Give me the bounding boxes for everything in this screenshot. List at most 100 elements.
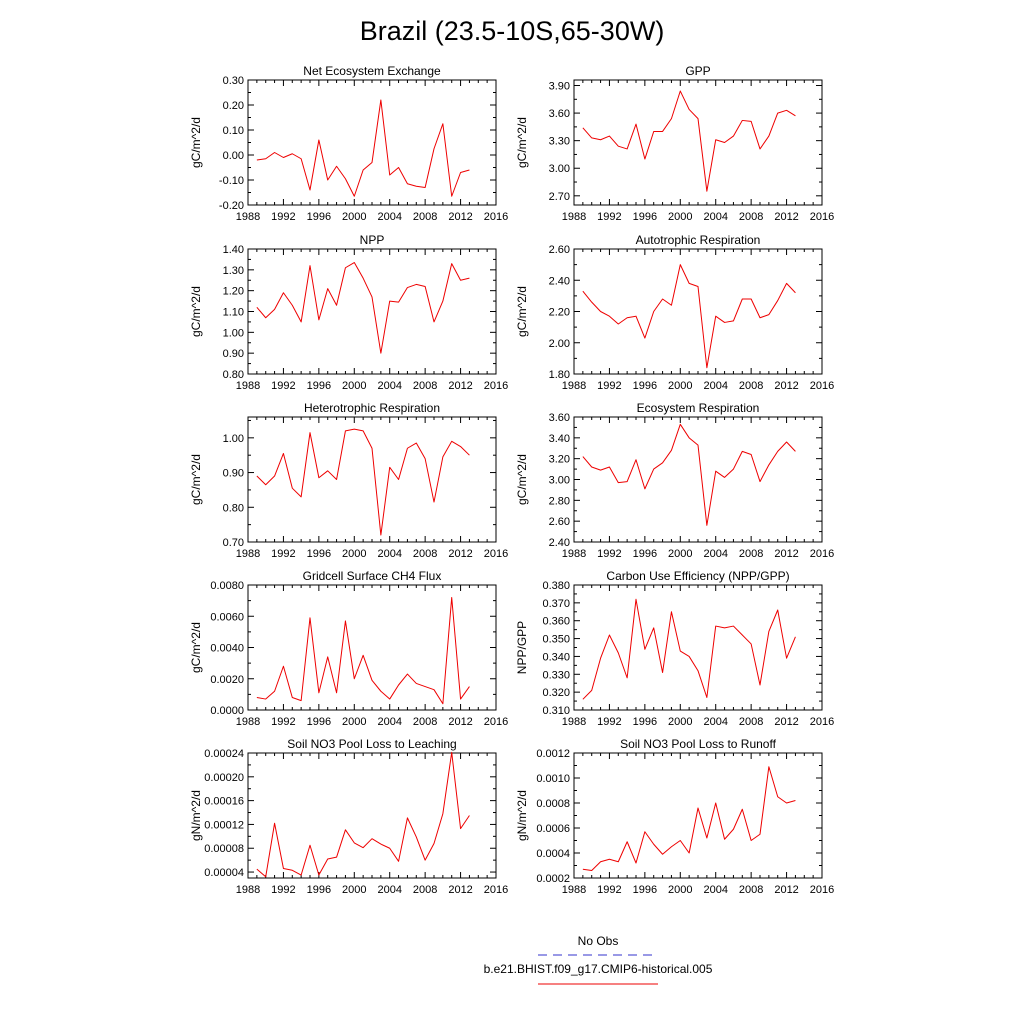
x-tick-label: 1996 <box>633 211 657 223</box>
x-tick-label: 2000 <box>342 380 366 392</box>
legend: No Obs b.e21.BHIST.f09_g17.CMIP6-histori… <box>484 934 713 985</box>
plot-frame <box>573 248 823 375</box>
x-tick-label: 2012 <box>448 548 472 560</box>
x-tick-label: 1988 <box>236 548 260 560</box>
x-tick-label: 1988 <box>562 716 586 728</box>
x-tick-label: 1988 <box>562 211 586 223</box>
y-tick-label: 0.330 <box>542 669 570 681</box>
panel-gridcell-surface-ch4-flux: Gridcell Surface CH4 Flux gC/m^2/d 1988 199… <box>189 569 508 728</box>
panel-grid: Net Ecosystem Exchange gC/m^2/d 1988 1992 19… <box>189 64 834 896</box>
series-line <box>582 598 796 700</box>
y-tick-label: 0.80 <box>223 369 244 381</box>
y-tick-label: 0.90 <box>223 468 244 480</box>
y-tick-label: 1.80 <box>549 369 570 381</box>
x-tick-label: 1992 <box>271 211 295 223</box>
x-tick-label: 1992 <box>597 548 621 560</box>
x-tick-label: 2016 <box>810 211 834 223</box>
x-tick-label: 2012 <box>774 548 798 560</box>
x-tick-label: 1988 <box>236 884 260 896</box>
y-tick-label: 0.0080 <box>210 580 244 592</box>
y-tick-label: -0.20 <box>219 200 244 212</box>
x-tick-label: 2016 <box>484 380 508 392</box>
x-tick-label: 1992 <box>597 380 621 392</box>
y-tick-label: 2.60 <box>549 516 570 528</box>
y-tick-label: 0.00020 <box>204 772 244 784</box>
y-tick-label: 0.0012 <box>536 748 570 760</box>
plot-frame <box>247 79 497 206</box>
y-axis-label: NPP/GPP <box>515 621 529 674</box>
y-tick-label: 0.350 <box>542 634 570 646</box>
panel-soil-no3-pool-loss-to-runoff: Soil NO3 Pool Loss to Runoff gN/m^2/d 1988… <box>515 737 834 896</box>
x-tick-label: 1988 <box>562 548 586 560</box>
y-tick-label: 0.10 <box>223 125 244 137</box>
x-tick-label: 1988 <box>236 380 260 392</box>
panel-title: Ecosystem Respiration <box>637 401 760 415</box>
x-tick-label: 2004 <box>377 548 401 560</box>
y-tick-label: 0.360 <box>542 616 570 628</box>
x-tick-label: 2008 <box>413 380 437 392</box>
legend-label-no-obs: No Obs <box>578 934 619 948</box>
plot-frame <box>573 79 823 206</box>
panel-carbon-use-efficiency-npp-gpp: Carbon Use Efficiency (NPP/GPP) NPP/GPP 19… <box>515 569 834 728</box>
y-tick-label: 0.30 <box>223 75 244 87</box>
x-tick-label: 2012 <box>448 380 472 392</box>
y-tick-label: 1.00 <box>223 327 244 339</box>
x-tick-label: 2008 <box>413 884 437 896</box>
y-tick-label: 0.70 <box>223 537 244 549</box>
x-tick-label: 2004 <box>703 548 727 560</box>
x-tick-label: 1996 <box>633 380 657 392</box>
series-line <box>582 423 796 526</box>
y-tick-label: 0.80 <box>223 502 244 514</box>
y-tick-label: 0.0006 <box>536 823 570 835</box>
y-tick-label: 1.10 <box>223 307 244 319</box>
x-tick-label: 1996 <box>307 884 331 896</box>
panel-gpp: GPP gC/m^2/d 1988 1992 1996 2000 2004 2008 2012 2… <box>515 64 834 223</box>
y-axis-label: gC/m^2/d <box>189 454 203 505</box>
y-tick-label: 0.320 <box>542 687 570 699</box>
panel-title: Carbon Use Efficiency (NPP/GPP) <box>606 569 789 583</box>
y-tick-label: 2.00 <box>549 338 570 350</box>
x-tick-label: 1988 <box>236 211 260 223</box>
x-tick-label: 2004 <box>377 211 401 223</box>
y-tick-label: 0.00012 <box>204 819 244 831</box>
y-axis-label: gC/m^2/d <box>189 117 203 168</box>
series-line <box>256 751 470 878</box>
x-tick-label: 1996 <box>633 884 657 896</box>
legend-label-model-run: b.e21.BHIST.f09_g17.CMIP6-historical.005 <box>484 962 713 976</box>
x-tick-label: 1996 <box>307 548 331 560</box>
x-tick-label: 1992 <box>271 380 295 392</box>
x-tick-label: 1988 <box>562 380 586 392</box>
x-tick-label: 1996 <box>307 716 331 728</box>
x-tick-label: 2000 <box>342 716 366 728</box>
y-tick-label: 2.40 <box>549 275 570 287</box>
series-line <box>582 90 796 192</box>
plot-frame <box>247 248 497 375</box>
x-tick-label: 1992 <box>597 211 621 223</box>
y-tick-label: 0.90 <box>223 348 244 360</box>
x-tick-label: 2004 <box>703 884 727 896</box>
x-tick-label: 2012 <box>448 716 472 728</box>
y-axis-label: gC/m^2/d <box>189 622 203 673</box>
y-tick-label: 0.0020 <box>210 674 244 686</box>
x-tick-label: 2016 <box>484 211 508 223</box>
x-tick-label: 2016 <box>484 884 508 896</box>
x-tick-label: 2012 <box>774 211 798 223</box>
y-axis-label: gC/m^2/d <box>189 286 203 337</box>
x-tick-label: 1992 <box>597 716 621 728</box>
x-tick-label: 2000 <box>342 548 366 560</box>
x-tick-label: 2000 <box>342 211 366 223</box>
y-tick-label: 1.20 <box>223 286 244 298</box>
y-tick-label: 3.40 <box>549 433 570 445</box>
y-tick-label: 0.0040 <box>210 643 244 655</box>
panel-title: Soil NO3 Pool Loss to Leaching <box>287 737 456 751</box>
y-tick-label: 3.60 <box>549 412 570 424</box>
x-tick-label: 2004 <box>377 884 401 896</box>
y-tick-label: 3.60 <box>549 108 570 120</box>
x-tick-label: 2000 <box>668 548 692 560</box>
panel-title: Heterotrophic Respiration <box>304 401 440 415</box>
x-tick-label: 2008 <box>413 548 437 560</box>
panel-title: NPP <box>360 233 385 247</box>
x-tick-label: 2004 <box>703 211 727 223</box>
x-tick-label: 2000 <box>668 884 692 896</box>
series-line <box>256 99 470 197</box>
